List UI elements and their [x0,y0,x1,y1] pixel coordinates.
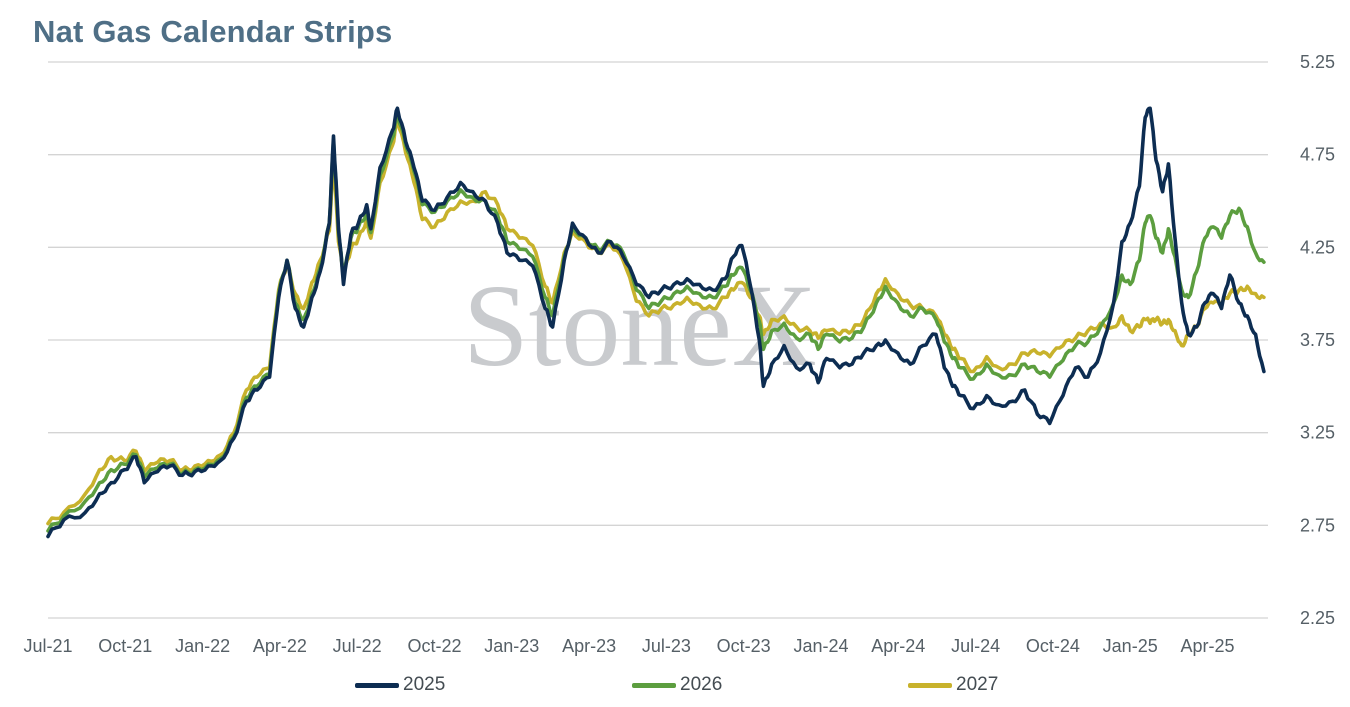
legend: 2025 2026 2027 [0,674,1350,698]
legend-item-2026: 2026 [632,674,722,696]
y-tick-label: 4.25 [1300,237,1335,257]
legend-swatch [632,682,676,688]
x-tick-label: Jul-23 [642,636,691,656]
x-tick-label: Oct-23 [717,636,771,656]
x-tick-label: Oct-24 [1026,636,1080,656]
x-tick-label: Oct-22 [407,636,461,656]
x-axis: Jul-21 Oct-21 Jan-22 Apr-22 Jul-22 Oct-22 Jan-… [23,636,1234,656]
x-tick-label: Jan-23 [484,636,539,656]
series-lines [46,106,1266,539]
y-tick-label: 2.25 [1300,608,1335,628]
gridlines [48,61,1268,619]
y-tick-label: 2.75 [1300,515,1335,535]
legend-swatch [355,682,399,688]
legend-label: 2027 [956,674,999,695]
x-tick-label: Jul-24 [951,636,1000,656]
legend-label: 2026 [680,674,723,695]
x-tick-label: Jul-21 [23,636,72,656]
series-line-2025 [46,106,1266,539]
y-tick-label: 4.75 [1300,145,1335,165]
watermark-logo: StoneX [463,260,817,391]
x-tick-label: Apr-23 [562,636,616,656]
x-tick-label: Jan-25 [1103,636,1158,656]
chart-area: StoneX 5.25 4.75 4.25 3.75 3.25 2.75 2.25 Jul-… [23,52,1335,656]
x-tick-label: Oct-21 [98,636,152,656]
x-tick-label: Jan-22 [175,636,230,656]
y-axis: 5.25 4.75 4.25 3.75 3.25 2.75 2.25 [1300,52,1335,628]
chart-title: Nat Gas Calendar Strips [33,14,393,49]
x-tick-label: Jul-22 [333,636,382,656]
y-tick-label: 3.25 [1300,423,1335,443]
y-tick-label: 5.25 [1300,52,1335,72]
legend-item-2025: 2025 [355,674,445,696]
x-tick-label: Apr-25 [1180,636,1234,656]
legend-label: 2025 [403,674,446,695]
x-tick-label: Apr-24 [871,636,925,656]
legend-swatch [908,682,952,688]
legend-item-2027: 2027 [908,674,998,696]
y-tick-label: 3.75 [1300,330,1335,350]
x-tick-label: Jan-24 [793,636,848,656]
x-tick-label: Apr-22 [253,636,307,656]
